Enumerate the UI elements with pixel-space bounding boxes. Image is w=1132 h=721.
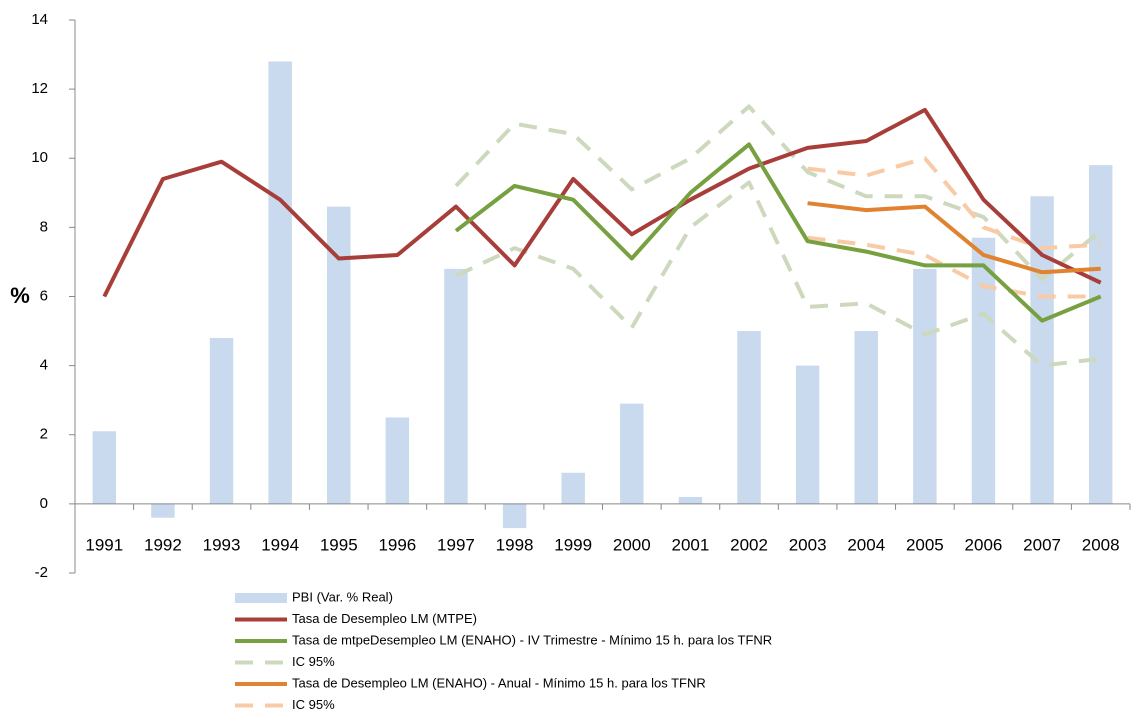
bar [737,331,761,504]
y-axis-label: % [10,283,30,308]
bar [1088,165,1113,504]
bar [1030,196,1054,504]
x-tick-label: 2008 [1082,535,1120,554]
x-tick-label: 2007 [1023,535,1061,554]
y-tick-label: 12 [31,80,48,97]
x-tick-label: 1996 [378,535,416,554]
y-tick-label: 8 [40,218,48,235]
y-tick-label: 4 [40,357,48,374]
x-tick-label: 2004 [847,535,885,554]
legend-label: Tasa de mtpeDesempleo LM (ENAHO) - IV Tr… [292,632,772,647]
bar [92,431,117,504]
bar [151,503,175,518]
bar [327,206,351,504]
bar [620,403,644,504]
line [807,235,1101,299]
line [807,156,1101,251]
legend-label: IC 95% [292,697,335,712]
line [455,180,1101,368]
x-tick-label: 2003 [789,535,827,554]
legend-swatch [235,593,287,603]
x-tick-label: 1993 [203,535,241,554]
y-tick-label: 14 [31,11,48,28]
bar [385,417,410,504]
y-tick-label: 0 [40,495,48,512]
bar [268,61,292,504]
x-tick-label: 1992 [144,535,182,554]
bar [971,237,996,504]
x-tick-label: 1999 [554,535,592,554]
line [454,104,1102,282]
bar [561,472,585,504]
legend-label: PBI (Var. % Real) [292,589,393,604]
bar [502,503,527,529]
line [807,201,1101,275]
bar [209,337,234,504]
bar [678,496,703,504]
y-tick-label: -2 [35,564,48,581]
x-tick-label: 2001 [672,535,710,554]
bar [854,331,878,504]
bar [913,268,937,504]
legend-label: IC 95% [292,654,335,669]
legend-label: Tasa de Desempleo LM (ENAHO) - Anual - M… [292,675,706,690]
x-tick-label: 2002 [730,535,768,554]
x-tick-label: 1997 [437,535,475,554]
line [454,142,1102,323]
legend-label: Tasa de Desempleo LM (MTPE) [292,611,477,626]
x-tick-label: 1995 [320,535,358,554]
bar [795,365,820,504]
x-tick-label: 2000 [613,535,651,554]
x-tick-label: 1998 [496,535,534,554]
x-tick-label: 1991 [85,535,123,554]
x-tick-label: 2005 [906,535,944,554]
y-tick-label: 10 [31,149,48,166]
x-tick-label: 1994 [261,535,299,554]
x-tick-label: 2006 [965,535,1003,554]
y-tick-label: 6 [40,287,48,304]
bar [444,268,468,504]
y-tick-label: 2 [40,426,48,443]
line [102,107,1102,298]
